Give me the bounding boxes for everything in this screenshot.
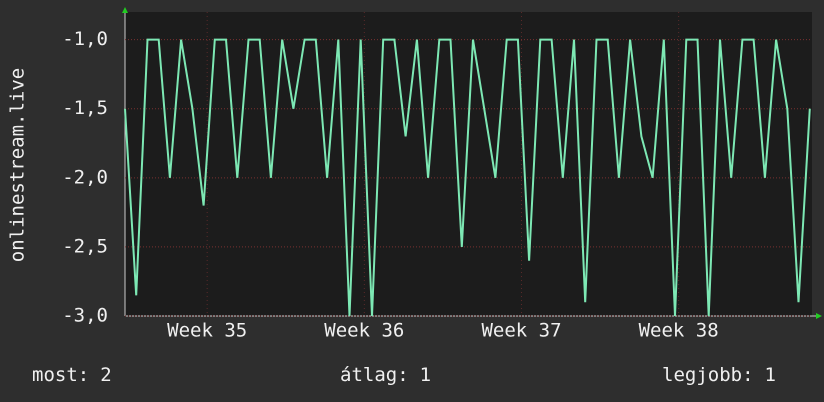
axis-arrow — [816, 313, 822, 319]
legend-item: most: 2 — [32, 364, 112, 386]
x-tick-label: Week 35 — [167, 320, 247, 342]
legend-value: 1 — [420, 364, 431, 386]
legend-label: most: — [32, 364, 89, 386]
x-tick-label: Week 37 — [481, 320, 561, 342]
legend-item: legjobb: 1 — [662, 364, 776, 386]
legend-label: átlag: — [340, 364, 409, 386]
y-tick-label: -2,5 — [62, 235, 108, 257]
x-tick-label: Week 36 — [324, 320, 404, 342]
legend-value: 1 — [765, 364, 776, 386]
data-line — [124, 38, 811, 317]
axis-arrow — [122, 7, 128, 13]
y-tick-label: -1,5 — [62, 97, 108, 119]
y-tick-label: -1,0 — [62, 28, 108, 50]
y-tick-label: -2,0 — [62, 166, 108, 188]
legend-value: 2 — [100, 364, 111, 386]
y-tick-label: -3,0 — [62, 305, 108, 327]
y-axis-label: onlinestream.live — [7, 68, 29, 262]
legend-label: legjobb: — [662, 364, 754, 386]
x-tick-label: Week 38 — [639, 320, 719, 342]
legend-item: átlag: 1 — [340, 364, 431, 386]
